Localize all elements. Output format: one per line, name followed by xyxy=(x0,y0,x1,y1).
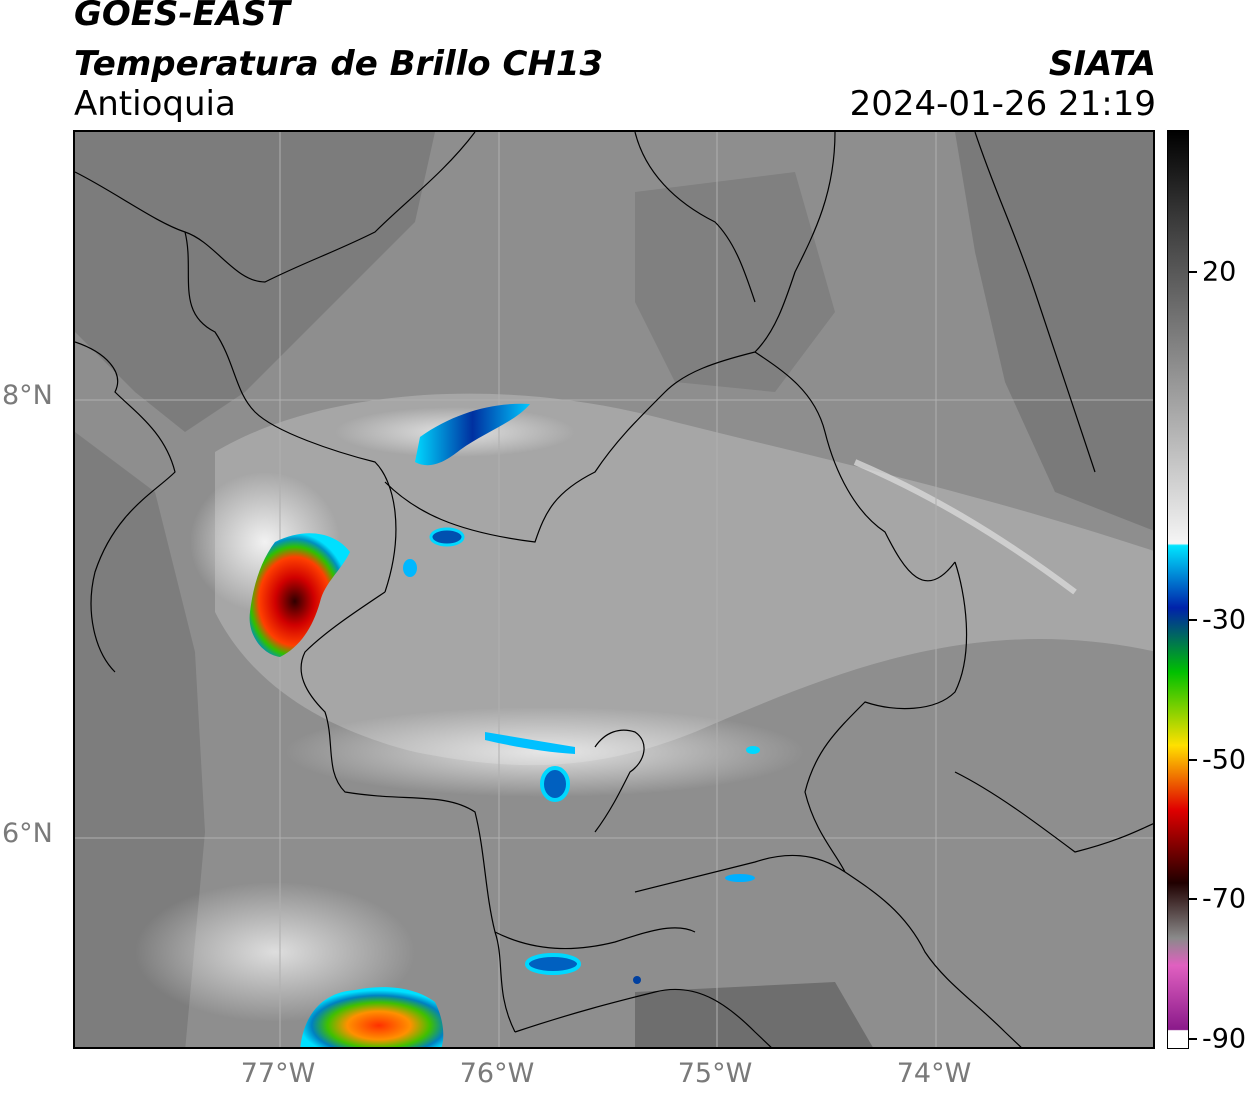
storm-cell-west xyxy=(249,533,350,657)
storm-band-center xyxy=(485,732,575,754)
colorbar-label-minus90: -90 xyxy=(1202,1023,1247,1055)
map-canvas xyxy=(75,132,1153,1047)
colorbar-tick-minus30 xyxy=(1189,619,1197,621)
dark-region-west xyxy=(75,432,205,1047)
bright-cloud-center xyxy=(285,707,805,797)
storm-cell-small-2 xyxy=(403,559,417,577)
political-borders xyxy=(75,132,1153,1047)
region-label: Antioquia xyxy=(74,84,236,124)
colorbar-tick-minus70 xyxy=(1189,898,1197,900)
storm-cell-south xyxy=(525,953,581,975)
lon-label-75w: 75°W xyxy=(677,1058,753,1089)
colorbar-tick-minus50 xyxy=(1189,759,1197,761)
bright-cloud-south xyxy=(135,882,415,1022)
storm-cell-small-1 xyxy=(429,527,465,547)
cloud-streak-east xyxy=(853,459,1077,595)
storm-cell-southwest xyxy=(300,987,444,1047)
lon-label-74w: 74°W xyxy=(896,1058,972,1089)
colorbar-label-20: 20 xyxy=(1202,256,1237,288)
satellite-map[interactable] xyxy=(73,130,1155,1049)
lon-label-76w: 76°W xyxy=(459,1058,535,1089)
colorbar-label-minus30: -30 xyxy=(1202,604,1247,636)
storm-cell-tiny xyxy=(746,746,760,754)
colorbar-tick-20 xyxy=(1189,271,1197,273)
colorbar-label-minus50: -50 xyxy=(1202,744,1247,776)
storm-cell-center xyxy=(540,766,570,802)
dark-region-northwest xyxy=(75,132,435,432)
storm-cell-east xyxy=(725,874,755,882)
organization-label: SIATA xyxy=(1048,44,1156,84)
colorbar xyxy=(1167,130,1189,1049)
product-title: Temperatura de Brillo CH13 xyxy=(74,44,604,84)
gridlines xyxy=(75,132,1153,1047)
storm-cell-dot xyxy=(633,976,641,984)
satellite-title: GOES-EAST xyxy=(74,0,290,34)
cloud-band xyxy=(215,393,1153,766)
colorbar-tick-minus90 xyxy=(1189,1038,1197,1040)
lat-label-6n: 6°N xyxy=(2,818,53,849)
dark-region-south xyxy=(635,982,873,1047)
dark-region-north xyxy=(635,172,835,392)
timestamp-label: 2024-01-26 21:19 xyxy=(849,84,1156,124)
dark-region-northeast xyxy=(955,132,1153,531)
lat-label-8n: 8°N xyxy=(2,380,53,411)
storm-cell-north xyxy=(415,403,530,466)
lon-label-77w: 77°W xyxy=(240,1058,316,1089)
colorbar-label-minus70: -70 xyxy=(1202,883,1247,915)
